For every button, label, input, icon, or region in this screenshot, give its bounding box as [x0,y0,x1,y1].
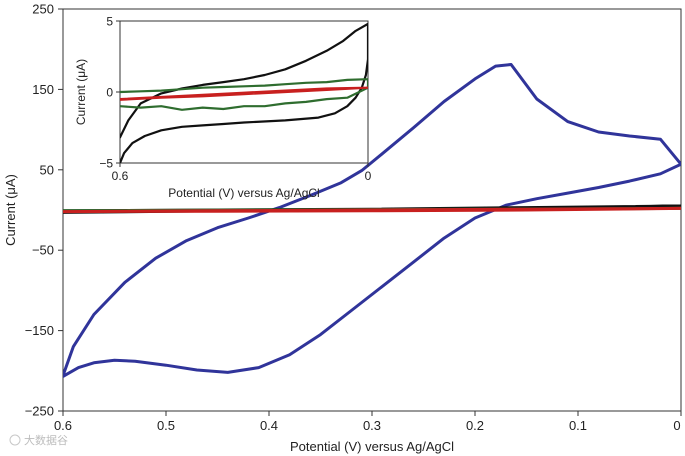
main-x-tick-label: 0.4 [260,418,278,433]
main-y-axis-label: Current (μA) [3,174,18,246]
inset-x-tick-label: 0 [365,169,372,183]
inset-y-tick-label: −5 [99,157,113,171]
main-y-tick-label: −50 [32,243,54,258]
main-y-tick-label: −150 [25,323,54,338]
inset-series-black-line [120,22,368,163]
main-x-tick-label: 0.2 [466,418,484,433]
inset-x-tick-label: 0.6 [112,169,129,183]
main-series-red-line [63,206,681,214]
inset-series-red-line [120,86,368,101]
inset-x-axis-label: Potential (V) versus Ag/AgCl [168,186,319,200]
main-x-tick-label: 0 [673,418,680,433]
inset-y-tick-label: 0 [106,86,113,100]
main-y-tick-label: 150 [32,82,54,97]
watermark-text: 大数据谷 [24,433,68,447]
watermark: 大数据谷 [9,433,68,447]
main-y-tick-label: 250 [32,2,54,17]
main-x-tick-label: 0.1 [569,418,587,433]
inset-y-tick-label: 5 [106,15,113,29]
main-series-group [63,63,681,378]
main-y-tick-label: −250 [25,404,54,419]
main-x-axis-label: Potential (V) versus Ag/AgCl [290,439,454,454]
watermark-logo-icon [9,434,21,446]
inset-series-green-line [120,78,368,111]
main-x-tick-label: 0.3 [363,418,381,433]
inset-y-axis-label: Current (μA) [74,59,88,125]
main-x-tick-label: 0.6 [54,418,72,433]
inset-plot: 0.6 0 5 0 −5 Potential (V) versus Ag/AgCl Curr… [74,15,372,201]
main-x-tick-label: 0.5 [157,418,175,433]
main-y-tick-label: 50 [40,162,54,177]
main-series-blue-line [63,63,681,378]
inset-series-group [120,22,368,163]
